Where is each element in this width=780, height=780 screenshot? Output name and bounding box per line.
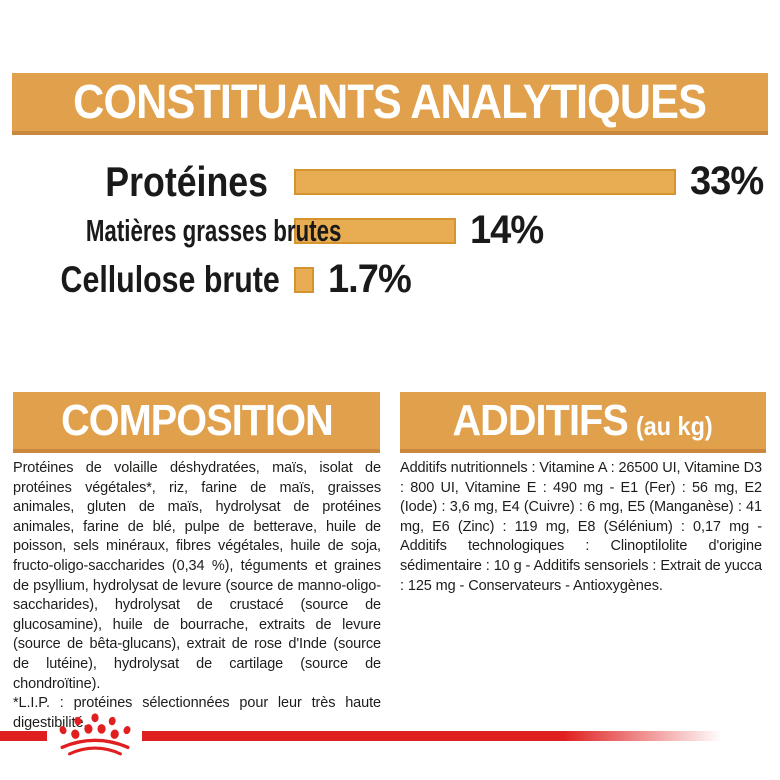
chart-bar [294, 168, 676, 195]
footer-divider-left [0, 731, 47, 741]
chart-row-label: Cellulose brute [60, 258, 280, 300]
composition-footnote: *L.I.P. : protéines sélectionnées pour l… [13, 695, 381, 731]
chart-bar [294, 217, 456, 244]
chart-row: Protéines 33% [15, 157, 780, 206]
composition-title: COMPOSITION [60, 395, 334, 445]
analytical-header: CONSTITUANTS ANALYTIQUES [12, 73, 768, 135]
chart-value: 33% [690, 159, 764, 203]
footer-divider-right [142, 731, 780, 741]
composition-text: Protéines de volaille déshydratées, maïs… [13, 459, 381, 733]
chart-row-label: Protéines [105, 157, 268, 205]
chart-row: Cellulose brute 1.7% [15, 255, 780, 304]
composition-body: Protéines de volaille déshydratées, maïs… [13, 460, 381, 692]
additives-body: Additifs nutritionnels : Vitamine A : 26… [400, 460, 762, 594]
chart-row: Matières grasses brutes 14% [15, 206, 780, 255]
additives-header: ADDITIFS (au kg) [400, 392, 766, 453]
chart-bar [294, 266, 314, 293]
chart-row-label: Matières grasses brutes [85, 212, 342, 248]
analytical-title: CONSTITUANTS ANALYTIQUES [73, 75, 708, 129]
chart-value: 14% [470, 208, 544, 252]
additives-text: Additifs nutritionnels : Vitamine A : 26… [400, 459, 762, 596]
chart-value: 1.7% [328, 257, 412, 301]
analytical-chart: Protéines 33% Matières grasses brutes 14… [15, 157, 780, 304]
royal-canin-crown-icon [59, 713, 131, 756]
additives-title: ADDITIFS [452, 395, 629, 445]
composition-header: COMPOSITION [13, 392, 380, 453]
additives-unit: (au kg) [636, 411, 714, 441]
